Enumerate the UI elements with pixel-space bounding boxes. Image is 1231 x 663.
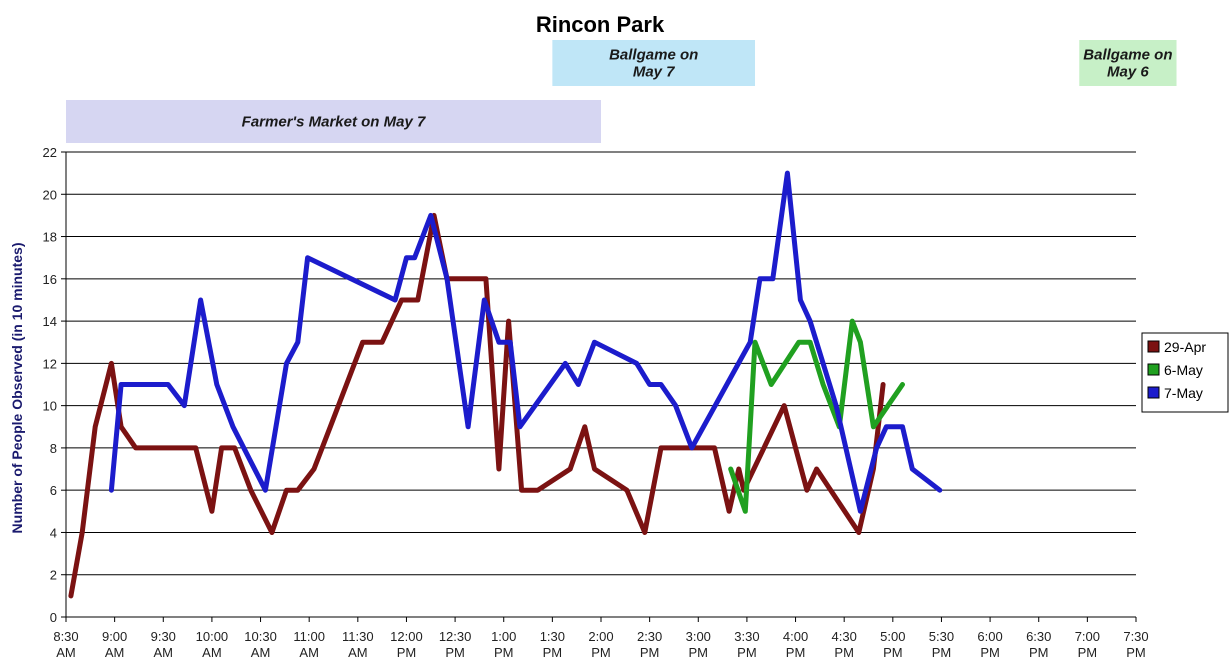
chart-title: Rincon Park <box>536 12 665 37</box>
x-tick-label: 7:30 <box>1123 629 1148 644</box>
x-tick-ampm: PM <box>640 645 660 660</box>
x-tick-label: 3:00 <box>686 629 711 644</box>
y-axis-ticks: 0 2 4 6 8 10 12 14 16 18 20 22 <box>43 145 66 625</box>
event-label: Ballgame on <box>609 47 698 64</box>
x-tick-label: 3:30 <box>734 629 759 644</box>
y-tick-label: 6 <box>50 483 57 498</box>
legend-swatch <box>1147 363 1160 376</box>
series-lines <box>68 170 943 599</box>
y-tick-label: 2 <box>50 568 57 583</box>
event-band-rect <box>1079 40 1177 86</box>
x-tick-label: 4:30 <box>832 629 857 644</box>
x-tick-ampm: AM <box>105 645 125 660</box>
x-tick-label: 9:00 <box>102 629 127 644</box>
x-tick-ampm: PM <box>737 645 757 660</box>
x-tick-label: 12:00 <box>390 629 423 644</box>
x-tick-ampm: AM <box>154 645 174 660</box>
x-tick-ampm: PM <box>834 645 854 660</box>
x-tick-label: 5:30 <box>929 629 954 644</box>
event-band-rect <box>552 40 756 86</box>
x-tick-ampm: PM <box>445 645 465 660</box>
x-tick-ampm: PM <box>932 645 952 660</box>
x-tick-ampm: PM <box>689 645 709 660</box>
x-tick-label: 9:30 <box>151 629 176 644</box>
event-band: Farmer's Market on May 7 <box>66 100 601 143</box>
x-tick-label: 6:00 <box>977 629 1002 644</box>
x-tick-ampm: AM <box>299 645 319 660</box>
x-tick-label: 2:30 <box>637 629 662 644</box>
x-tick-label: 12:30 <box>439 629 472 644</box>
x-tick-ampm: PM <box>1078 645 1098 660</box>
legend-label: 29-Apr <box>1164 339 1206 355</box>
event-label: May 7 <box>633 64 675 81</box>
y-tick-label: 14 <box>43 314 57 329</box>
series-line-7-may <box>108 170 943 514</box>
x-tick-label: 1:30 <box>540 629 565 644</box>
x-tick-label: 10:00 <box>196 629 229 644</box>
gridlines <box>65 151 1136 618</box>
event-band-rect <box>66 100 601 143</box>
x-tick-ampm: PM <box>786 645 806 660</box>
legend-label: 6-May <box>1164 362 1203 378</box>
legend-label: 7-May <box>1164 385 1203 401</box>
x-tick-ampm: AM <box>56 645 76 660</box>
x-tick-label: 8:30 <box>53 629 78 644</box>
x-tick-ampm: PM <box>397 645 417 660</box>
y-tick-label: 22 <box>43 145 57 160</box>
x-tick-ampm: PM <box>883 645 903 660</box>
event-label: Ballgame on <box>1083 47 1172 64</box>
y-tick-label: 10 <box>43 399 57 414</box>
event-label: May 6 <box>1107 64 1149 81</box>
x-tick-ampm: AM <box>202 645 222 660</box>
event-label: Farmer's Market on May 7 <box>242 114 426 131</box>
x-tick-ampm: PM <box>591 645 611 660</box>
x-tick-label: 7:00 <box>1075 629 1100 644</box>
y-tick-label: 0 <box>50 610 57 625</box>
x-tick-label: 5:00 <box>880 629 905 644</box>
y-axis-label: Number of People Observed (in 10 minutes… <box>9 243 25 534</box>
x-tick-ampm: AM <box>348 645 368 660</box>
x-tick-label: 11:30 <box>342 629 374 644</box>
x-tick-label: 11:00 <box>293 629 325 644</box>
x-tick-label: 2:00 <box>588 629 613 644</box>
legend-swatch <box>1147 340 1160 353</box>
x-axis-ticks: 8:30AM9:00AM9:30AM10:00AM10:30AM11:00AM1… <box>53 617 1149 660</box>
x-tick-ampm: PM <box>1126 645 1146 660</box>
y-tick-label: 4 <box>50 525 57 540</box>
series-line-6-may <box>728 318 905 514</box>
x-tick-ampm: PM <box>543 645 563 660</box>
x-tick-label: 10:30 <box>244 629 277 644</box>
x-tick-label: 6:30 <box>1026 629 1051 644</box>
y-tick-label: 8 <box>50 441 57 456</box>
legend: 29-Apr 6-May 7-May <box>1141 332 1229 413</box>
y-tick-label: 12 <box>43 356 57 371</box>
y-tick-label: 16 <box>43 272 57 287</box>
x-tick-ampm: PM <box>1029 645 1049 660</box>
y-tick-label: 20 <box>43 187 57 202</box>
y-tick-label: 18 <box>43 230 57 245</box>
x-tick-ampm: PM <box>494 645 514 660</box>
x-tick-label: 4:00 <box>783 629 808 644</box>
x-tick-ampm: AM <box>251 645 271 660</box>
x-tick-label: 1:00 <box>491 629 516 644</box>
legend-swatch <box>1147 386 1160 399</box>
x-tick-ampm: PM <box>980 645 1000 660</box>
